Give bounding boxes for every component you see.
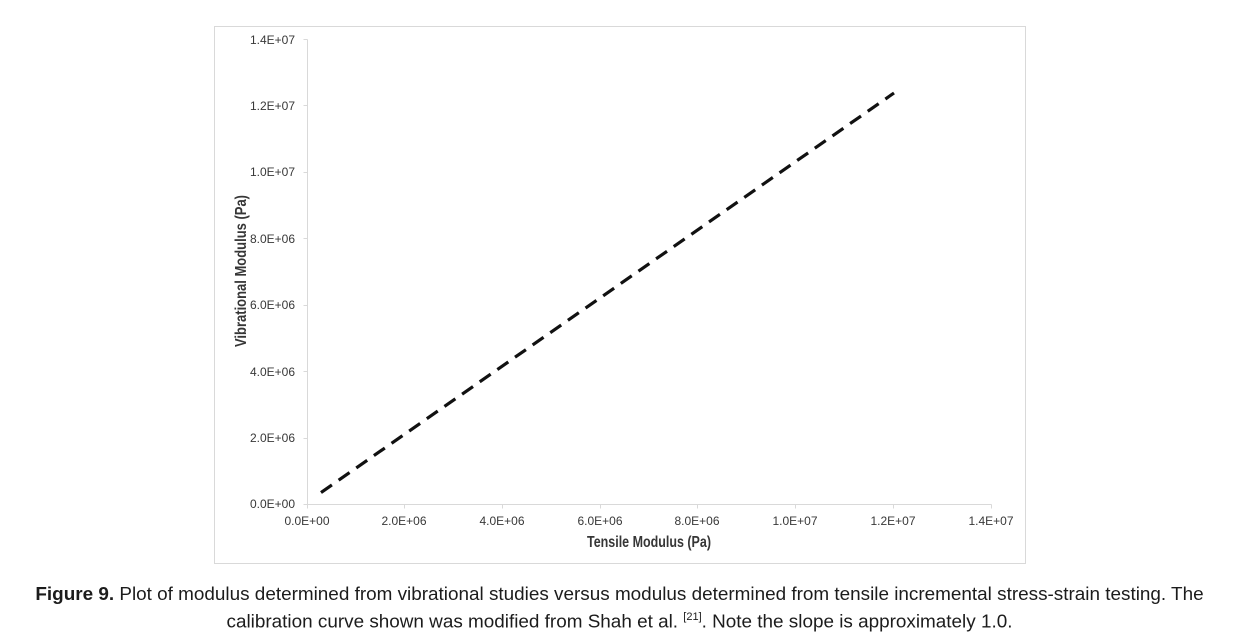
svg-text:1.2E+07: 1.2E+07 [870,514,915,528]
svg-text:2.0E+06: 2.0E+06 [250,431,295,445]
svg-text:6.0E+06: 6.0E+06 [250,298,295,312]
svg-text:8.0E+06: 8.0E+06 [250,232,295,246]
svg-text:1.4E+07: 1.4E+07 [968,514,1013,528]
svg-text:1.0E+07: 1.0E+07 [772,514,817,528]
svg-text:4.0E+06: 4.0E+06 [479,514,524,528]
svg-text:0.0E+00: 0.0E+00 [284,514,329,528]
svg-text:0.0E+00: 0.0E+00 [250,497,295,511]
svg-text:4.0E+06: 4.0E+06 [250,365,295,379]
svg-text:8.0E+06: 8.0E+06 [674,514,719,528]
svg-text:1.2E+07: 1.2E+07 [250,99,295,113]
svg-text:6.0E+06: 6.0E+06 [577,514,622,528]
svg-text:Vibrational Modulus (Pa): Vibrational Modulus (Pa) [233,195,250,347]
svg-text:1.0E+07: 1.0E+07 [250,165,295,179]
svg-text:Tensile Modulus (Pa): Tensile Modulus (Pa) [587,534,711,551]
svg-text:2.0E+06: 2.0E+06 [381,514,426,528]
svg-text:1.4E+07: 1.4E+07 [250,33,295,47]
